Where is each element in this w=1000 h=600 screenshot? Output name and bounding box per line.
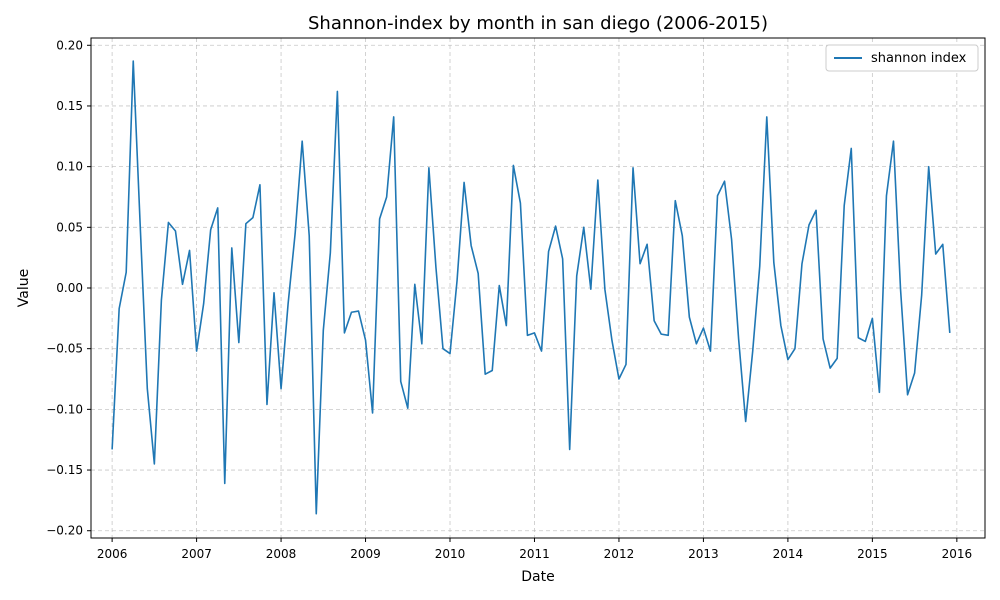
- y-axis-ticks: −0.20 −0.15 −0.10 −0.05 0.00 0.05 0.10 0.15 0.20: [46, 38, 91, 538]
- x-tick-label: 2009: [350, 547, 381, 561]
- x-tick-label: 2015: [857, 547, 888, 561]
- y-axis-label: Value: [16, 269, 32, 307]
- x-tick-label: 2007: [181, 547, 212, 561]
- chart-title: Shannon-index by month in san diego (200…: [308, 13, 768, 34]
- y-tick-label: −0.10: [46, 402, 83, 416]
- x-tick-label: 2008: [266, 547, 297, 561]
- y-tick-label: 0.10: [56, 160, 83, 174]
- series-line-shannon-index: [111, 60, 951, 515]
- y-tick-label: −0.20: [46, 524, 83, 538]
- plot-area: [111, 60, 951, 515]
- legend: shannon index: [825, 44, 979, 72]
- y-tick-label: 0.20: [56, 38, 83, 52]
- x-tick-label: 2010: [435, 547, 466, 561]
- y-tick-label: 0.00: [56, 281, 83, 295]
- x-tick-label: 2014: [773, 547, 804, 561]
- x-tick-label: 2006: [97, 547, 128, 561]
- legend-box: [825, 44, 979, 72]
- legend-label: shannon index: [871, 51, 967, 66]
- y-tick-label: −0.15: [46, 463, 83, 477]
- y-tick-label: 0.15: [56, 99, 83, 113]
- grid-lines: [91, 38, 985, 538]
- x-tick-label: 2011: [519, 547, 550, 561]
- x-tick-label: 2012: [604, 547, 635, 561]
- x-tick-label: 2016: [942, 547, 973, 561]
- x-tick-label: 2013: [688, 547, 719, 561]
- x-axis-label: Date: [521, 569, 554, 585]
- x-axis-ticks: 2006 2007 2008 2009 2010 2011 2012 2013 2014 2015…: [97, 538, 972, 561]
- y-tick-label: 0.05: [56, 220, 83, 234]
- y-tick-label: −0.05: [46, 342, 83, 356]
